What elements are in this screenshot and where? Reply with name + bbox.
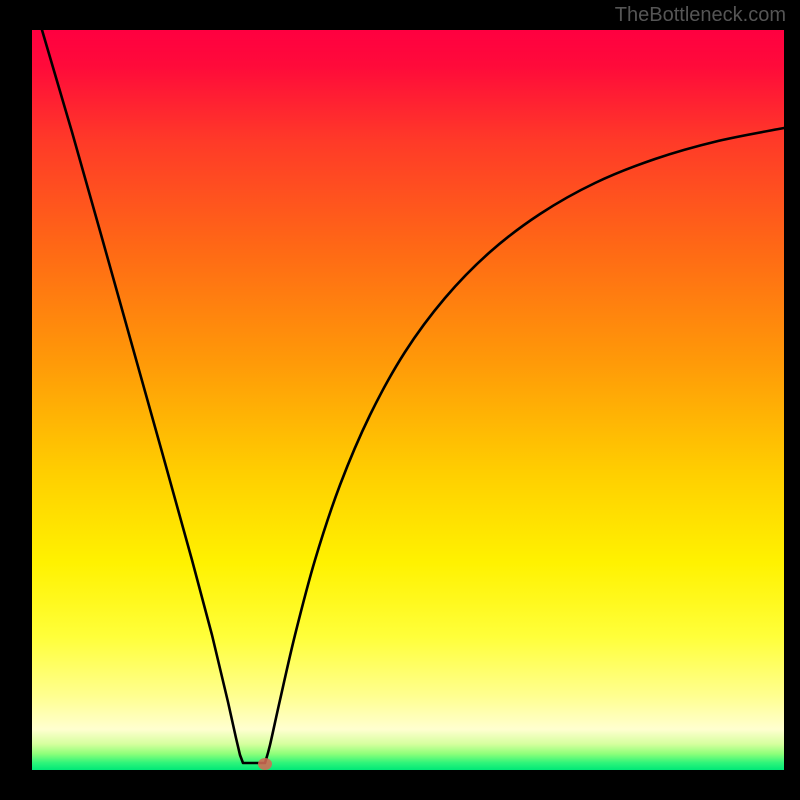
chart-stage: TheBottleneck.com [0,0,800,800]
gradient-background [32,30,784,770]
source-watermark: TheBottleneck.com [615,4,786,27]
